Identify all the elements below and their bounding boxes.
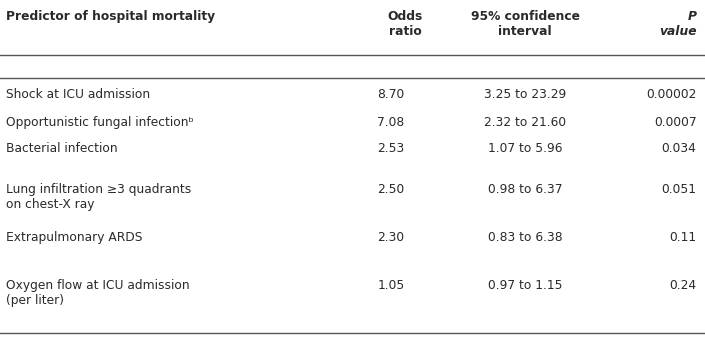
- Text: 0.0007: 0.0007: [654, 116, 697, 129]
- Text: 2.53: 2.53: [377, 142, 405, 155]
- Text: 0.11: 0.11: [670, 231, 697, 243]
- Text: Predictor of hospital mortality: Predictor of hospital mortality: [6, 10, 215, 23]
- Text: 2.32 to 21.60: 2.32 to 21.60: [484, 116, 566, 129]
- Text: 2.30: 2.30: [377, 231, 404, 243]
- Text: Shock at ICU admission: Shock at ICU admission: [6, 88, 149, 101]
- Text: 7.08: 7.08: [377, 116, 405, 129]
- Text: 1.05: 1.05: [377, 279, 405, 292]
- Text: Opportunistic fungal infectionᵇ: Opportunistic fungal infectionᵇ: [6, 116, 193, 129]
- Text: Oxygen flow at ICU admission
(per liter): Oxygen flow at ICU admission (per liter): [6, 279, 189, 307]
- Text: 0.034: 0.034: [662, 142, 697, 155]
- Text: 2.50: 2.50: [377, 183, 405, 196]
- Text: 0.00002: 0.00002: [646, 88, 697, 101]
- Text: Bacterial infection: Bacterial infection: [6, 142, 117, 155]
- Text: Extrapulmonary ARDS: Extrapulmonary ARDS: [6, 231, 142, 243]
- Text: 8.70: 8.70: [377, 88, 405, 101]
- Text: 0.83 to 6.38: 0.83 to 6.38: [488, 231, 563, 243]
- Text: 95% confidence
interval: 95% confidence interval: [471, 10, 580, 38]
- Text: 0.97 to 1.15: 0.97 to 1.15: [488, 279, 563, 292]
- Text: 3.25 to 23.29: 3.25 to 23.29: [484, 88, 566, 101]
- Text: 1.07 to 5.96: 1.07 to 5.96: [488, 142, 563, 155]
- Text: P
value: P value: [659, 10, 697, 38]
- Text: 0.24: 0.24: [670, 279, 697, 292]
- Text: 0.98 to 6.37: 0.98 to 6.37: [488, 183, 563, 196]
- Text: 0.051: 0.051: [661, 183, 697, 196]
- Text: Lung infiltration ≥3 quadrants
on chest-X ray: Lung infiltration ≥3 quadrants on chest-…: [6, 183, 191, 211]
- Text: Odds
ratio: Odds ratio: [388, 10, 423, 38]
